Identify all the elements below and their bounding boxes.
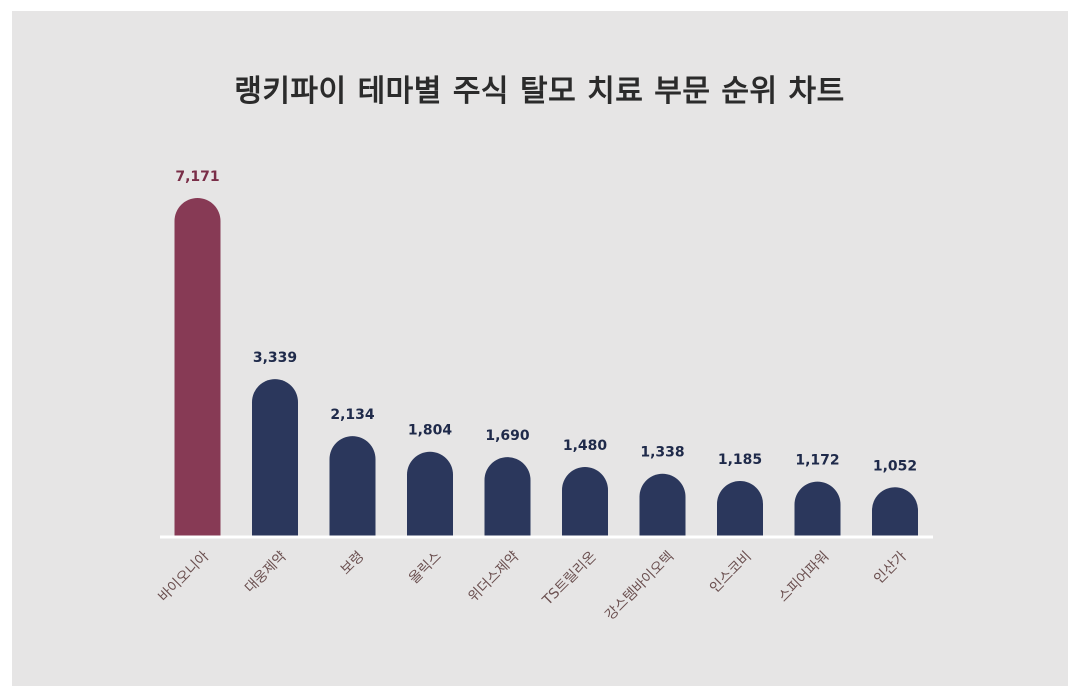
bar-강스템바이오텍 (639, 473, 686, 537)
bar-인스코비 (717, 481, 763, 537)
category-label: 올릭스 (406, 548, 445, 587)
value-label: 1,185 (718, 452, 762, 468)
bar-대웅제약 (252, 379, 298, 537)
category-label: TS트릴리온 (539, 548, 600, 609)
bar-위더스제약 (484, 457, 531, 537)
value-label: 1,480 (563, 438, 608, 454)
value-label: 1,804 (408, 423, 453, 439)
value-label: 2,134 (330, 407, 375, 423)
bar-올릭스 (407, 451, 453, 537)
category-label: 바이오니아 (155, 548, 212, 605)
category-label: 대웅제약 (242, 548, 290, 596)
category-label: 인스코비 (707, 549, 755, 597)
value-label: 3,339 (253, 350, 297, 366)
category-label: 위더스제약 (465, 548, 522, 605)
value-label: 1,052 (873, 458, 917, 474)
value-label: 1,690 (485, 428, 530, 444)
category-label: 강스템바이오텍 (602, 549, 677, 624)
bar-바이오니아 (174, 198, 221, 537)
bar-TS트릴리온 (562, 467, 608, 537)
category-label: 스피어파워 (775, 549, 832, 606)
value-label: 1,172 (795, 453, 839, 469)
category-label: 보령 (338, 549, 368, 579)
bar-스피어파워 (794, 481, 841, 537)
category-label: 인산가 (871, 548, 910, 587)
chart-title: 랭키파이 테마별 주식 탈모 치료 부문 순위 차트 (234, 74, 845, 109)
value-label: 1,338 (640, 445, 684, 461)
bar-보령 (329, 436, 376, 537)
bar-인산가 (872, 487, 918, 537)
value-label: 7,171 (175, 169, 219, 185)
